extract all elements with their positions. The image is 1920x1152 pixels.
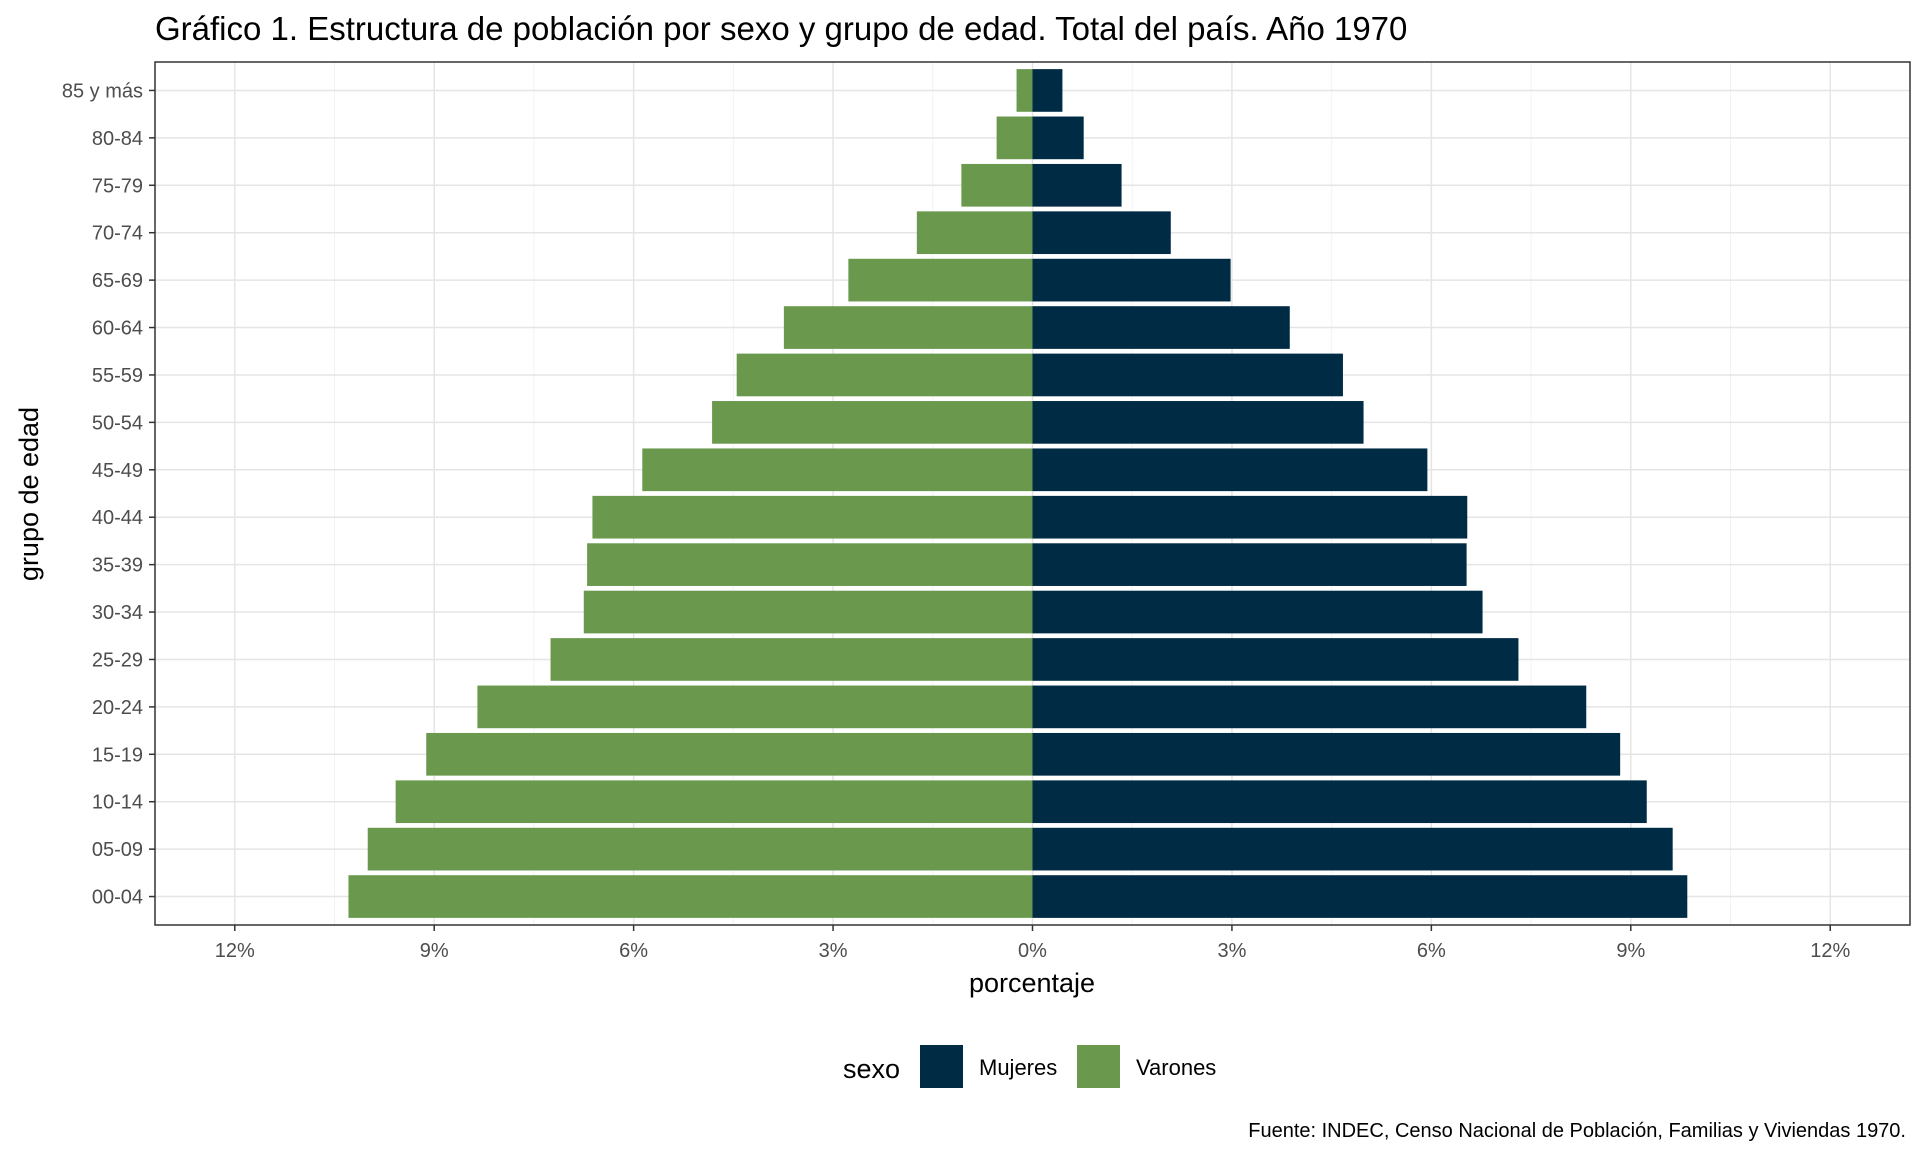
y-tick-labels: 00-04 05-09 10-14 15-19 20-24 25-29 30-34 35-39… — [62, 80, 155, 909]
bar-mujeres-10-14 — [1032, 780, 1647, 824]
bar-mujeres-85-y-más — [1032, 69, 1063, 112]
bar-mujeres-75-79 — [1032, 163, 1122, 207]
y-tick-label: 25-29 — [92, 649, 143, 671]
x-tick-label: 12% — [215, 940, 255, 962]
x-tick-labels: 12% 9% 6% 3% 0% 3% 6% 9% 12% — [215, 925, 1850, 962]
y-tick-label: 35-39 — [92, 555, 143, 577]
chart-caption: Fuente: INDEC, Censo Nacional de Poblaci… — [1248, 1120, 1906, 1142]
bar-varones-75-79 — [961, 163, 1033, 207]
bar-varones-25-29 — [550, 638, 1033, 681]
bar-varones-10-14 — [395, 780, 1033, 824]
y-tick-label: 50-54 — [92, 412, 143, 434]
bar-mujeres-70-74 — [1032, 211, 1171, 255]
x-tick-label: 6% — [619, 940, 648, 962]
bar-varones-60-64 — [783, 306, 1033, 349]
bar-varones-40-44 — [592, 495, 1033, 539]
legend-label-mujeres: Mujeres — [979, 1055, 1057, 1080]
legend-key-mujeres — [920, 1045, 963, 1088]
bar-varones-45-49 — [642, 448, 1033, 492]
bar-varones-05-09 — [367, 827, 1033, 871]
legend-label-varones: Varones — [1136, 1055, 1216, 1080]
bar-mujeres-80-84 — [1032, 116, 1084, 160]
x-axis-title: porcentaje — [969, 968, 1095, 998]
x-tick-label: 3% — [819, 940, 848, 962]
x-tick-label: 6% — [1417, 940, 1446, 962]
chart-title: Gráfico 1. Estructura de población por s… — [155, 10, 1407, 47]
bar-mujeres-20-24 — [1032, 685, 1587, 729]
x-tick-label: 12% — [1810, 940, 1850, 962]
y-tick-label: 40-44 — [92, 507, 143, 529]
bar-mujeres-45-49 — [1032, 448, 1428, 492]
y-tick-label: 05-09 — [92, 839, 143, 861]
bar-mujeres-60-64 — [1032, 306, 1290, 349]
y-tick-label: 45-49 — [92, 460, 143, 482]
x-tick-label: 9% — [1616, 940, 1645, 962]
bar-varones-85-y-más — [1016, 69, 1033, 112]
bar-varones-55-59 — [736, 353, 1033, 397]
y-tick-label: 55-59 — [92, 365, 143, 387]
y-axis-title: grupo de edad — [14, 407, 44, 581]
y-tick-label: 80-84 — [92, 128, 143, 150]
bar-mujeres-15-19 — [1032, 732, 1621, 776]
bars-layer — [348, 69, 1688, 918]
y-tick-label: 75-79 — [92, 175, 143, 197]
y-tick-label: 10-14 — [92, 792, 143, 814]
bar-varones-00-04 — [348, 875, 1033, 918]
bar-varones-70-74 — [916, 211, 1033, 255]
y-tick-label: 65-69 — [92, 270, 143, 292]
bar-varones-50-54 — [712, 401, 1033, 444]
bar-mujeres-40-44 — [1032, 495, 1468, 539]
bar-mujeres-30-34 — [1032, 590, 1483, 634]
bar-mujeres-00-04 — [1032, 875, 1688, 918]
y-tick-label: 15-19 — [92, 744, 143, 766]
legend: sexo Mujeres Varones — [843, 1045, 1216, 1088]
bar-varones-15-19 — [426, 732, 1033, 776]
y-tick-label: 30-34 — [92, 602, 143, 624]
legend-title: sexo — [843, 1054, 900, 1084]
bar-mujeres-05-09 — [1032, 827, 1673, 871]
y-tick-label: 60-64 — [92, 318, 143, 340]
bar-varones-65-69 — [848, 258, 1033, 302]
bar-mujeres-35-39 — [1032, 543, 1467, 586]
bar-mujeres-50-54 — [1032, 401, 1364, 444]
x-tick-label: 3% — [1217, 940, 1246, 962]
bar-varones-80-84 — [996, 116, 1033, 160]
y-tick-label: 85 y más — [62, 80, 143, 102]
bar-mujeres-55-59 — [1032, 353, 1343, 397]
legend-key-varones — [1077, 1045, 1120, 1088]
y-tick-label: 00-04 — [92, 887, 143, 909]
y-tick-label: 20-24 — [92, 697, 143, 719]
bar-mujeres-25-29 — [1032, 638, 1519, 681]
bar-varones-35-39 — [587, 543, 1033, 586]
y-tick-label: 70-74 — [92, 223, 143, 245]
bar-varones-30-34 — [583, 590, 1033, 634]
x-tick-label: 9% — [420, 940, 449, 962]
bar-varones-20-24 — [477, 685, 1033, 729]
x-tick-label: 0% — [1018, 940, 1047, 962]
bar-mujeres-65-69 — [1032, 258, 1231, 302]
